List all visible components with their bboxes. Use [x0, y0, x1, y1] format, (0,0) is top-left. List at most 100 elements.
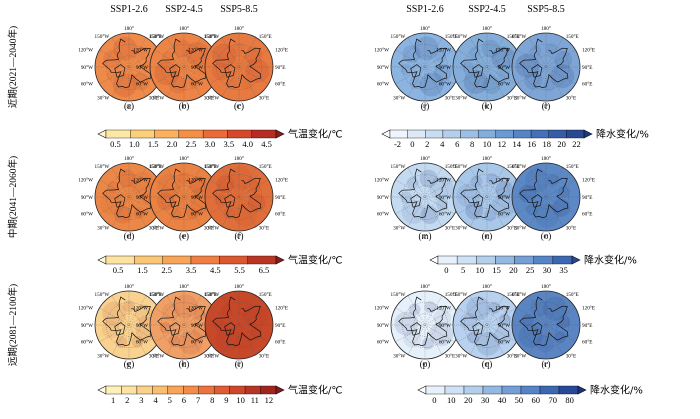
- colorbar-tick: 4.0: [242, 139, 253, 149]
- map-tick-label: 0°: [423, 361, 428, 368]
- map-tick-label: 120°W: [436, 177, 451, 184]
- map-tick-label: 150°W: [453, 33, 468, 40]
- colorbar-tick: 1: [111, 395, 115, 405]
- colorbar-tick: 0: [444, 265, 448, 275]
- map-shade: [558, 315, 571, 328]
- meridian-line: [154, 49, 214, 85]
- map-tick-label: 60°W: [439, 211, 451, 218]
- map-tick-label: 150°W: [453, 291, 468, 298]
- coastline: [102, 38, 152, 89]
- map-shade: [185, 41, 210, 66]
- colorbar-segment: [130, 129, 155, 139]
- colorbar-label: 降水变化/%: [584, 254, 637, 267]
- map-shade: [424, 301, 437, 314]
- map-tick-label: 180°: [124, 155, 134, 162]
- panel-label: (n): [482, 231, 493, 241]
- map-tick-label: 30°W: [514, 225, 526, 232]
- map-tick-label: 30°E: [445, 95, 455, 102]
- map-shade: [173, 294, 198, 319]
- map-tick-label: 60°W: [439, 339, 451, 346]
- colorbar-tick: 20: [509, 265, 518, 275]
- map-tick-label: 90°W: [498, 64, 510, 71]
- meridian-line: [209, 49, 269, 85]
- map-tick-label: 0°: [237, 103, 242, 110]
- colorbar-label: 气温变化/℃: [288, 384, 343, 397]
- meridian-line: [209, 307, 269, 343]
- map-shade: [536, 334, 555, 353]
- coastline: [410, 322, 422, 336]
- map-tick-label: 30°W: [514, 95, 526, 102]
- colorbar-tick: 0.5: [113, 265, 124, 275]
- map-shade: [522, 313, 534, 326]
- map-tick-label: 90°E: [582, 64, 592, 71]
- map-tick-label: 150°E: [204, 163, 217, 170]
- polar-map: 180°150°W150°E120°W120°E90°W90°E60°W60°E…: [436, 283, 536, 368]
- scenario-header: SSP2-4.5: [165, 4, 203, 15]
- colorbar-segment: [134, 255, 163, 265]
- map-tick-label: 180°: [179, 155, 189, 162]
- map-tick-label: 60°W: [498, 339, 510, 346]
- map-tick-label: 30°E: [445, 225, 455, 232]
- map-texture: [101, 300, 160, 348]
- meridian-line: [516, 49, 576, 85]
- colorbar-tick: 25: [526, 265, 535, 275]
- colorbar-segment: [444, 385, 465, 395]
- map-tick-label: 120°E: [582, 305, 595, 312]
- colorbar-tick: 2.5: [186, 139, 197, 149]
- coastline: [114, 64, 126, 78]
- map-tick-label: 120°W: [436, 305, 451, 312]
- colorbar-tick: 2.5: [161, 265, 172, 275]
- coastline: [157, 296, 207, 347]
- panel-label: (h): [179, 359, 190, 369]
- map-tick-label: 150°E: [566, 163, 579, 170]
- map-tick-label: 60°W: [377, 81, 389, 88]
- map-shade: [436, 198, 449, 211]
- colorbar-tick: 20: [557, 139, 566, 149]
- polar-map: 180°150°W150°E120°W120°E90°W90°E60°W60°E…: [133, 25, 233, 110]
- map-tick-label: 90°W: [136, 194, 148, 201]
- map-tick-label: 150°E: [566, 291, 579, 298]
- colorbar-tick: -2: [394, 139, 401, 149]
- map-shade: [466, 296, 491, 321]
- colorbar-tick: 4: [153, 395, 158, 405]
- map-tick-label: 150°W: [150, 163, 165, 170]
- scenario-headers: SSP1-2.6 SSP2-4.5 SSP5-8.5 SSP1-2.6 SSP2-4.5…: [110, 4, 565, 15]
- coastline: [531, 64, 543, 78]
- map-shade: [212, 43, 237, 68]
- colorbar-tick: 60: [532, 395, 541, 405]
- map-tick-label: 0°: [182, 103, 187, 110]
- colorbar-tick: 3.5: [186, 265, 197, 275]
- map-texture: [214, 166, 266, 227]
- map-shade: [558, 185, 570, 198]
- panel-label: (j): [421, 101, 430, 111]
- map-tick-label: 90°W: [439, 64, 451, 71]
- map-shade: [223, 207, 236, 219]
- colorbar-segment: [495, 255, 515, 265]
- coastline: [114, 322, 126, 336]
- colorbar-tick: 2.0: [167, 139, 178, 149]
- map-tick-label: 30°E: [149, 353, 159, 360]
- map-tick-label: 30°W: [97, 353, 109, 360]
- map-tick-label: 90°E: [582, 322, 592, 329]
- map-shade: [102, 301, 127, 326]
- map-tick-label: 60°W: [81, 339, 93, 346]
- colorbar-segment: [442, 129, 461, 139]
- map-tick-label: 150°E: [507, 33, 520, 40]
- colorbar-tick: 6: [455, 139, 459, 149]
- map-tick-label: 60°W: [191, 81, 203, 88]
- map-tick-label: 120°W: [188, 305, 203, 312]
- colorbar-tick: 80: [565, 395, 574, 405]
- colorbar-tick: 16: [528, 139, 537, 149]
- colorbar-segment: [178, 129, 204, 139]
- map-tick-label: 120°W: [495, 305, 510, 312]
- colorbar-tick: 5: [168, 395, 172, 405]
- period-label: 远期(2081—2100年): [7, 284, 19, 366]
- map-tick-label: 120°E: [275, 305, 288, 312]
- map-shade: [220, 304, 233, 317]
- map-tick-label: 30°E: [259, 225, 269, 232]
- map-tick-label: 60°W: [191, 211, 203, 218]
- colorbar-tick: 35: [559, 265, 568, 275]
- map-tick-label: 90°W: [136, 64, 148, 71]
